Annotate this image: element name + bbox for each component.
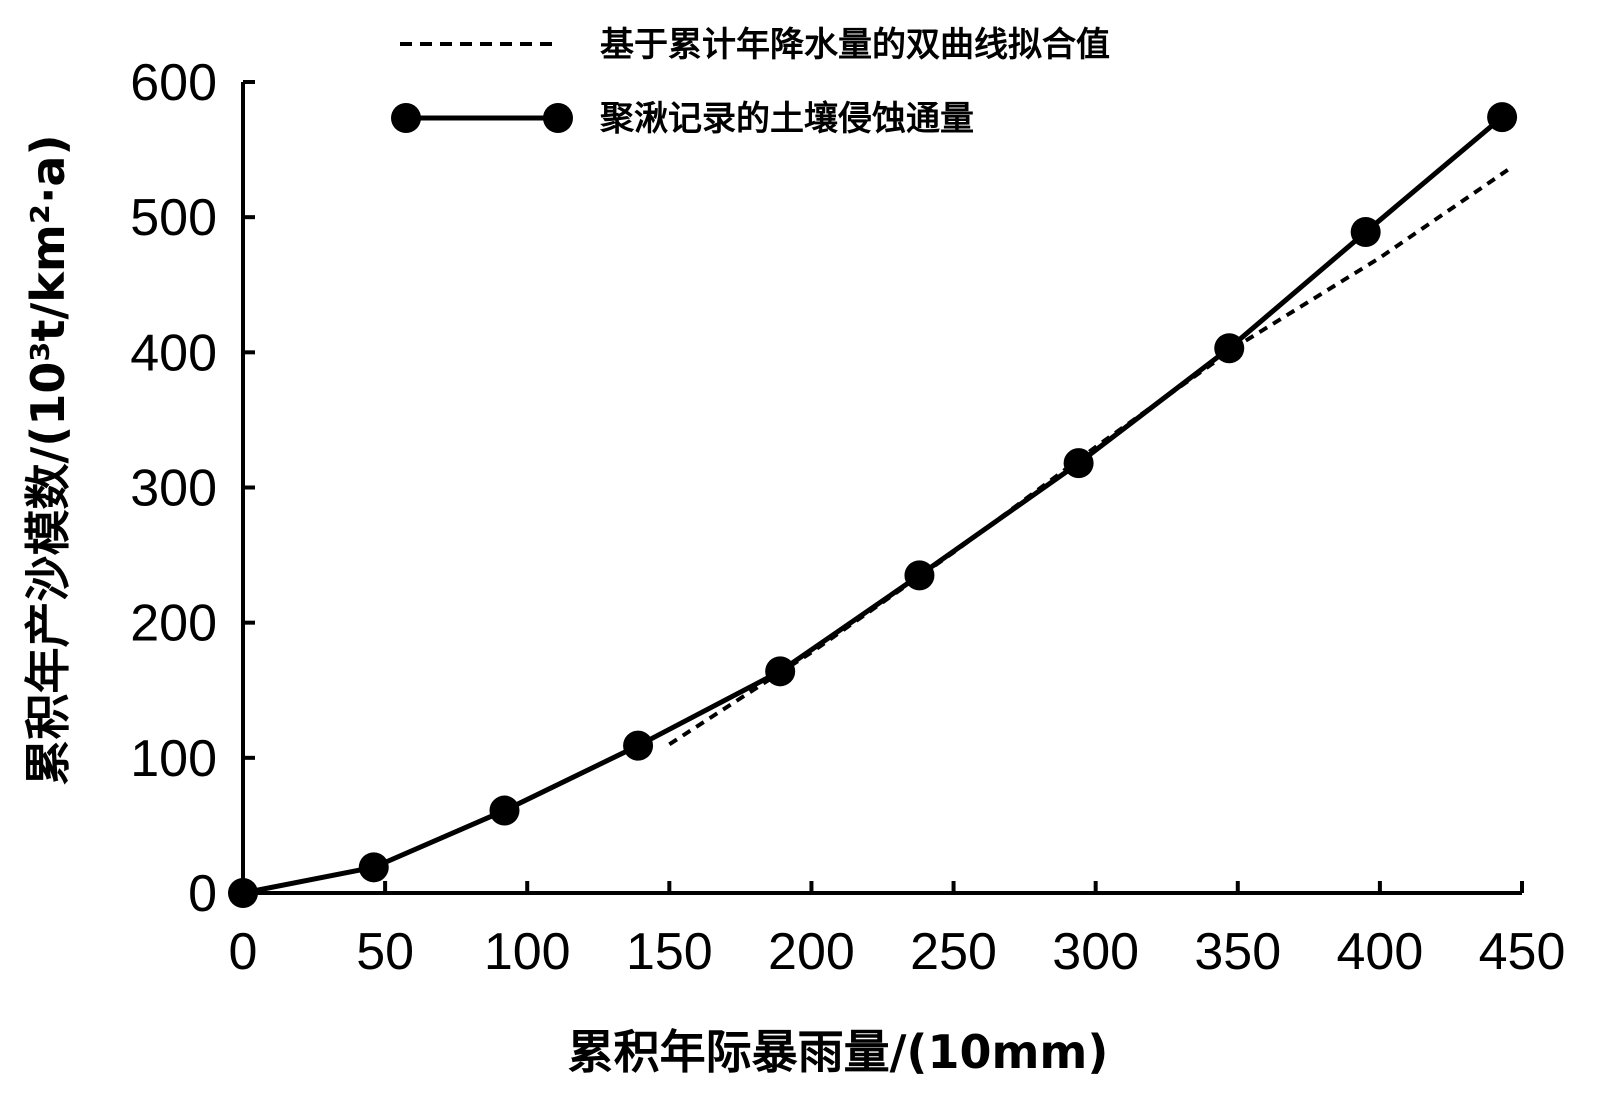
x-tick-label: 450 [1479,923,1566,981]
observed-point [1350,217,1381,248]
legend: 基于累计年降水量的双曲线拟合值 聚湫记录的土壤侵蚀通量 [391,25,1110,139]
x-tick-label: 350 [1194,923,1281,981]
x-tick-label: 0 [229,923,258,981]
x-ticks: 0 50 100 150 200 250 300 350 400 450 [229,881,1566,981]
x-axis-title: 累积年际暴雨量/(10mm) [568,1025,1109,1079]
observed-point [1063,448,1094,479]
observed-point [1487,102,1518,133]
observed-point [904,560,935,591]
observed-point [765,656,796,687]
x-tick-label: 200 [768,923,855,981]
observed-point [623,730,654,761]
legend-fitted-label: 基于累计年降水量的双曲线拟合值 [600,25,1110,65]
x-tick-label: 50 [356,923,414,981]
observed-point [489,795,520,826]
axes [241,82,1522,895]
y-tick-label: 600 [130,54,217,112]
observed-series-line [242,115,1504,896]
x-tick-label: 300 [1052,923,1139,981]
x-tick-label: 150 [626,923,713,981]
legend-observed-label: 聚湫记录的土壤侵蚀通量 [599,99,974,139]
y-tick-label: 300 [130,460,217,518]
x-tick-label: 100 [484,923,571,981]
y-tick-label: 0 [188,865,217,923]
y-tick-label: 200 [130,595,217,653]
observed-point [358,852,389,883]
y-tick-label: 500 [130,189,217,247]
y-axis-title: 累积年产沙模数/(10³t/km²·a) [21,135,75,786]
observed-point [1214,333,1245,364]
legend-observed-marker-right [543,103,573,133]
observed-point [228,878,258,908]
x-tick-label: 250 [910,923,997,981]
y-ticks: 0 100 200 300 400 500 600 [130,54,255,923]
y-tick-label: 400 [130,324,217,382]
y-tick-label: 100 [130,730,217,788]
legend-observed-marker-left [391,103,421,133]
series-layer [228,102,1518,908]
x-tick-label: 400 [1337,923,1424,981]
fitted-series-line [668,168,1509,746]
